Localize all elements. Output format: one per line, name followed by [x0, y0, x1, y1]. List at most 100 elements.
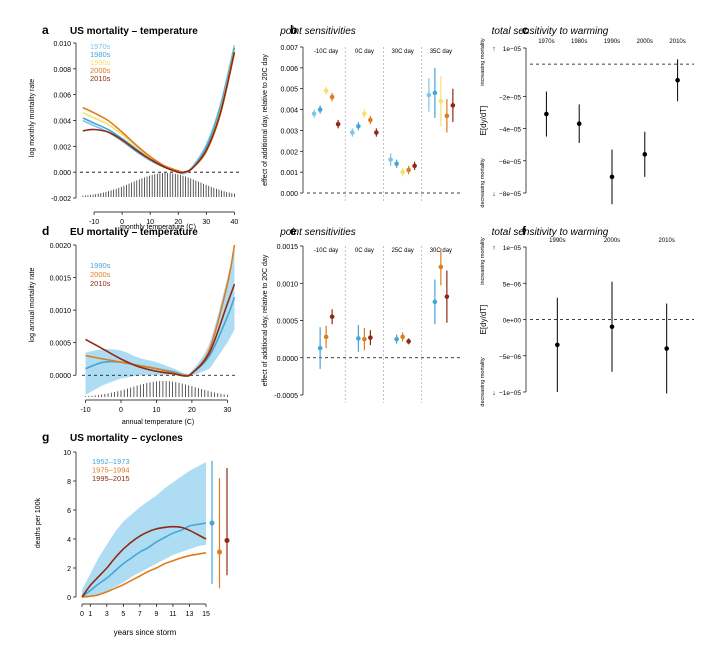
x-tick-label-g: 0: [80, 611, 84, 618]
sensitivity-point-c: [544, 111, 549, 117]
panel-letter-a: a: [42, 23, 49, 37]
y-tick-label-a: 0.008: [53, 67, 71, 74]
sensitivity-point-e: [406, 339, 411, 344]
group-label-b: 35C day: [430, 49, 452, 55]
sensitivity-point-b: [311, 111, 317, 117]
legend-a-1990s: 1990s: [90, 58, 111, 67]
endpoint-point-g: [217, 549, 222, 555]
y-axis-label-f: E[dy/dT]: [479, 305, 488, 335]
sensitivity-point-b: [362, 111, 367, 117]
x-axis-label-a: monthly temperature (C): [120, 224, 196, 231]
panel-letter-c: c: [522, 23, 529, 37]
note-increasing-f: increasing mortality: [480, 237, 486, 285]
y-tick-label-g: 8: [67, 479, 71, 486]
category-label-f: 1990s: [549, 238, 565, 244]
y-tick-label-a: 0.002: [53, 144, 71, 151]
sensitivity-point-b: [426, 92, 432, 98]
panel-title-a: US mortality – temperature: [70, 26, 198, 37]
x-tick-label-g: 13: [186, 611, 194, 618]
x-tick-label-g: 15: [202, 611, 210, 618]
sensitivity-point-b: [406, 167, 411, 173]
sensitivity-point-e: [323, 334, 329, 340]
y-axis-label-b: effect of additional day, relative to 20…: [262, 54, 269, 186]
sensitivity-point-f: [609, 324, 615, 330]
x-tick-label-d: 0: [119, 407, 123, 414]
x-tick-label-a: 10: [146, 219, 154, 226]
group-label-e: 0C day: [355, 248, 374, 254]
legend-a-2000s: 2000s: [90, 66, 111, 75]
category-label-c: 2010s: [669, 39, 685, 45]
series-line-g-1975–1994: [81, 552, 207, 598]
y-tick-label-g: 0: [67, 595, 71, 602]
group-label-e: -10C day: [314, 248, 338, 254]
sensitivity-point-f: [555, 342, 560, 348]
y-tick-label-f: −1e−05: [499, 390, 521, 397]
y-tick-label-a: -0.002: [51, 196, 71, 203]
sensitivity-point-c: [642, 152, 648, 157]
x-tick-label-a: -10: [89, 219, 99, 226]
category-label-c: 1980s: [571, 39, 587, 45]
note-decreasing-f: decreasing mortality: [480, 357, 486, 406]
y-tick-label-f: 5e−06: [503, 281, 522, 288]
sensitivity-point-b: [350, 130, 355, 135]
arrow-up-c: ↑: [492, 46, 496, 53]
sensitivity-point-b: [412, 163, 417, 169]
category-label-c: 1970s: [538, 39, 554, 45]
sensitivity-point-e: [444, 294, 450, 299]
confidence-band-d: [85, 245, 235, 395]
legend-a-2010s: 2010s: [90, 74, 111, 83]
sensitivity-point-e: [394, 336, 399, 342]
x-tick-label-a: 0: [120, 219, 124, 226]
panel-letter-e: e: [290, 224, 297, 238]
x-tick-label-d: 20: [188, 407, 196, 414]
x-tick-label-g: 5: [121, 611, 125, 618]
y-tick-label-f: −5e−06: [499, 354, 521, 361]
arrow-down-c: ↓: [492, 191, 496, 198]
y-tick-label-a: 0.000: [53, 170, 71, 177]
y-tick-label-c: −4e−05: [499, 127, 521, 134]
y-tick-label-f: 0e+00: [503, 318, 522, 325]
x-tick-label-a: 20: [174, 219, 182, 226]
sensitivity-point-b: [450, 103, 456, 108]
x-tick-label-g: 7: [138, 611, 142, 618]
panel-title-e: point sensitivities: [279, 227, 356, 238]
y-axis-label-a: log monthly mortality rate: [29, 79, 36, 157]
sensitivity-point-e: [362, 336, 367, 342]
series-line-g-1995–2015: [81, 525, 207, 598]
y-tick-label-c: −2e−05: [499, 94, 521, 101]
group-label-e: 25C day: [391, 248, 413, 254]
sensitivity-point-b: [374, 130, 379, 135]
y-tick-label-b: 0.004: [280, 108, 298, 115]
y-tick-label-e: 0.0000: [277, 356, 299, 363]
y-tick-label-e: 0.0010: [277, 281, 299, 288]
x-tick-label-g: 1: [88, 611, 92, 618]
y-tick-label-c: 1e−05: [503, 46, 522, 53]
y-axis-label-g: deaths per 100k: [35, 497, 42, 548]
category-label-f: 2000s: [604, 238, 620, 244]
panel-letter-f: f: [522, 224, 527, 238]
y-tick-label-d: 0.0005: [50, 341, 72, 348]
legend-a-1980s: 1980s: [90, 50, 111, 59]
sensitivity-point-c: [675, 77, 680, 83]
y-axis-label-c: E[dy/dT]: [479, 106, 488, 136]
endpoint-point-g: [209, 520, 215, 526]
y-tick-label-b: 0.001: [280, 170, 298, 177]
x-tick-label-a: 40: [230, 219, 238, 226]
y-tick-label-f: 1e−05: [503, 245, 522, 252]
legend-d-1990s: 1990s: [90, 261, 111, 270]
y-tick-label-e: 0.0005: [277, 319, 299, 326]
sensitivity-point-e: [400, 334, 405, 340]
panel-letter-b: b: [290, 23, 297, 37]
legend-a-1970s: 1970s: [90, 42, 111, 51]
x-tick-label-g: 9: [154, 611, 158, 618]
sensitivity-point-b: [323, 88, 329, 94]
panel-title-g: US mortality – cyclones: [70, 433, 183, 444]
sensitivity-point-e: [432, 299, 438, 305]
legend-g-1995–2015: 1995–2015: [92, 474, 130, 483]
y-tick-label-g: 6: [67, 508, 71, 515]
y-tick-label-c: −6e−05: [499, 159, 521, 166]
y-tick-label-b: 0.006: [280, 66, 298, 73]
y-tick-label-g: 2: [67, 566, 71, 573]
sensitivity-point-b: [400, 169, 405, 175]
